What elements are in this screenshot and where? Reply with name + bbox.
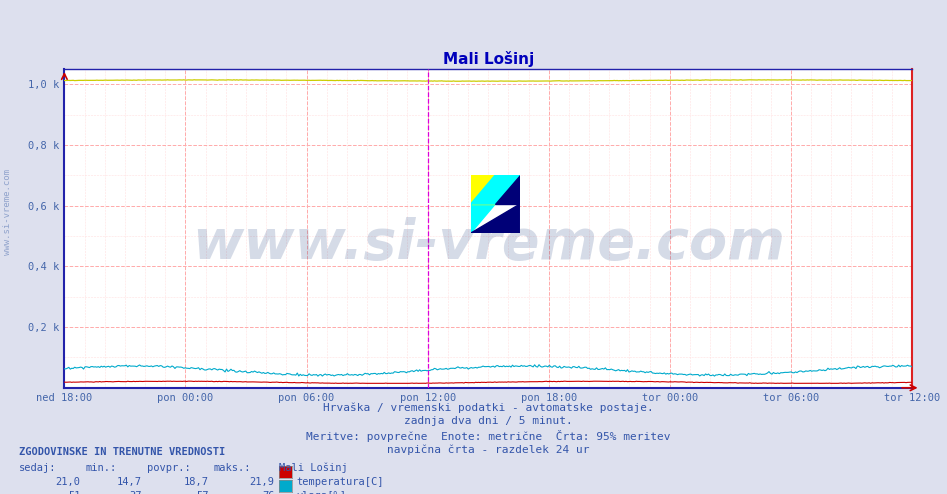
Text: 14,7: 14,7 <box>117 477 142 487</box>
Text: povpr.:: povpr.: <box>147 463 190 473</box>
Text: temperatura[C]: temperatura[C] <box>296 477 384 487</box>
Bar <box>471 175 495 204</box>
Text: 21,0: 21,0 <box>56 477 80 487</box>
Text: Meritve: povprečne  Enote: metrične  Črta: 95% meritev: Meritve: povprečne Enote: metrične Črta:… <box>306 430 670 442</box>
Text: www.si-vreme.com: www.si-vreme.com <box>191 217 785 271</box>
Text: navpična črta - razdelek 24 ur: navpična črta - razdelek 24 ur <box>387 444 589 454</box>
Polygon shape <box>471 175 495 204</box>
Text: 37: 37 <box>130 491 142 494</box>
Text: maks.:: maks.: <box>213 463 251 473</box>
Polygon shape <box>495 175 520 204</box>
Polygon shape <box>471 175 520 233</box>
Text: 21,9: 21,9 <box>250 477 275 487</box>
Text: ZGODOVINSKE IN TRENUTNE VREDNOSTI: ZGODOVINSKE IN TRENUTNE VREDNOSTI <box>19 447 225 457</box>
Text: 18,7: 18,7 <box>184 477 208 487</box>
Text: www.si-vreme.com: www.si-vreme.com <box>3 169 12 255</box>
Text: Mali Lošinj: Mali Lošinj <box>279 463 348 473</box>
Polygon shape <box>471 204 520 233</box>
Text: min.:: min.: <box>85 463 116 473</box>
Title: Mali Lošinj: Mali Lošinj <box>442 50 534 67</box>
Text: 51: 51 <box>68 491 80 494</box>
Text: Hrvaška / vremenski podatki - avtomatske postaje.: Hrvaška / vremenski podatki - avtomatske… <box>323 403 653 413</box>
Text: 76: 76 <box>262 491 275 494</box>
Polygon shape <box>471 175 520 233</box>
Text: sedaj:: sedaj: <box>19 463 57 473</box>
Text: zadnja dva dni / 5 minut.: zadnja dva dni / 5 minut. <box>403 416 573 426</box>
Text: vlaga[%]: vlaga[%] <box>296 491 347 494</box>
Text: 57: 57 <box>196 491 208 494</box>
